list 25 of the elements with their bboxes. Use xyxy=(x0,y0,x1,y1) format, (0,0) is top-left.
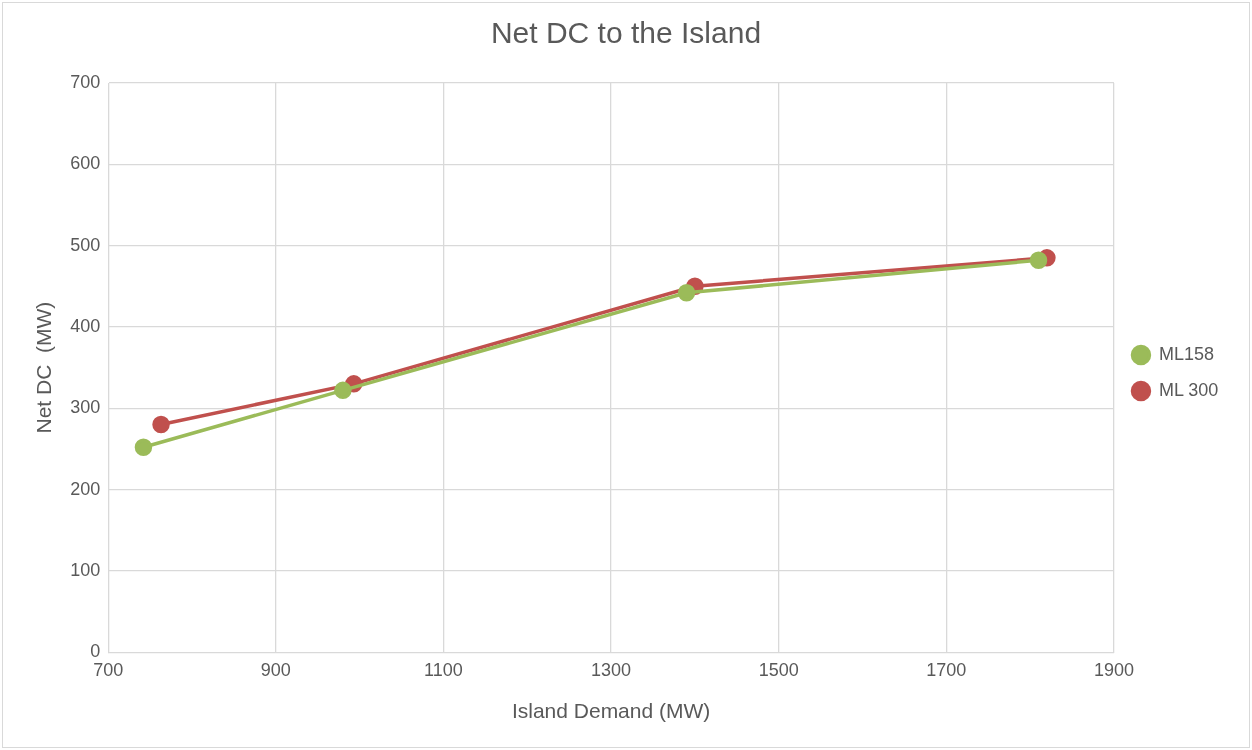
point xyxy=(334,381,352,400)
legend-label: ML158 xyxy=(1158,343,1215,364)
x-tick-label: 900 xyxy=(260,659,291,680)
y-tick-label: 300 xyxy=(70,397,101,418)
y-tick-label: 0 xyxy=(90,641,101,662)
x-tick-label: 1500 xyxy=(758,659,799,680)
x-tick-label: 1100 xyxy=(424,659,463,680)
point xyxy=(134,438,153,457)
x-tick-label: 700 xyxy=(93,659,124,680)
x-axis-title: Island Demand (MW) xyxy=(511,699,711,723)
x-tick-label: 1300 xyxy=(591,659,632,680)
x-tick-label: 1900 xyxy=(1093,659,1134,680)
x-tick-label: 1700 xyxy=(926,659,967,680)
y-tick-label: 100 xyxy=(70,559,101,580)
y-axis-title: Net DC (MW) xyxy=(32,301,56,434)
y-tick-label: 700 xyxy=(70,71,101,92)
y-tick-label: 200 xyxy=(70,478,101,499)
y-tick-label: 500 xyxy=(70,234,101,255)
point xyxy=(677,284,696,302)
chart-title: Net DC to the Island xyxy=(490,16,762,50)
legend-label: ML 300 xyxy=(1158,379,1219,400)
y-tick-label: 600 xyxy=(70,153,101,174)
y-tick-label: 400 xyxy=(70,315,101,336)
point xyxy=(152,415,170,434)
point xyxy=(1029,251,1048,270)
